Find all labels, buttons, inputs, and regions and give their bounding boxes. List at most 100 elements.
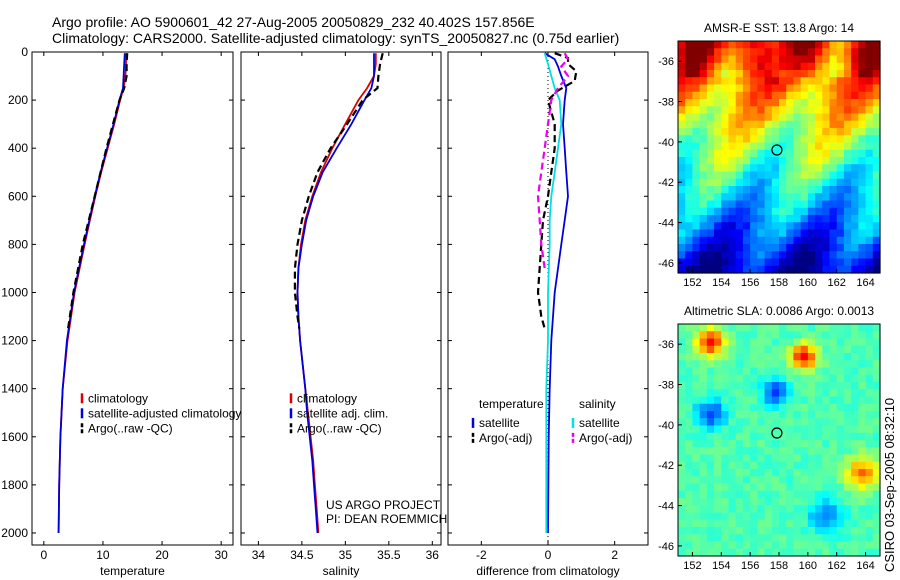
sla_map-cell [699, 541, 708, 550]
sst_map-cell [714, 120, 722, 129]
temperature-series-2-line [67, 53, 129, 329]
sst_map-cell [815, 135, 823, 144]
sla_map-cell [750, 469, 758, 477]
sla_map-cell [678, 469, 686, 477]
sla_map-cell [865, 512, 874, 521]
sla_map-cell [714, 505, 722, 514]
sst_map-cell [685, 157, 694, 165]
sst_map-cell [742, 193, 751, 202]
sla_map-cell [779, 490, 787, 499]
sla_map-cell [764, 541, 773, 550]
sla_map-cell [829, 432, 838, 441]
sst_map-cell [692, 157, 701, 165]
sst_map-cell [865, 70, 874, 78]
sst_map-cell [858, 265, 867, 274]
sst_map-cell [750, 171, 758, 180]
sla_map-cell [851, 360, 859, 369]
sla_map-cell [685, 512, 694, 521]
sla_map-cell [815, 483, 823, 492]
sla_map-cell [742, 389, 751, 398]
sla_map-cell [851, 432, 859, 441]
sla_map-cell [714, 418, 722, 427]
sla_map-cell [829, 527, 838, 535]
sst_map-cell [843, 251, 852, 260]
sst_map-cell [706, 236, 715, 245]
sst_map-cell [822, 200, 831, 209]
sla_map-cell [714, 534, 722, 543]
sla_map-cell [692, 396, 701, 405]
sla_map-cell [757, 396, 766, 405]
sla_map-cell [851, 483, 859, 492]
sla_map-cell [851, 469, 859, 477]
sla_map-cell [728, 548, 737, 557]
sla_map-cell [721, 440, 730, 448]
sst_map-cell [699, 236, 708, 245]
sst_map-cell [706, 70, 715, 78]
sla_map-cell [699, 338, 708, 347]
sst_map-cell [858, 251, 867, 260]
sst_map-cell [865, 193, 874, 202]
sst_map-cell [692, 251, 701, 260]
sst_map-cell [807, 106, 816, 115]
sla_map-cell [843, 432, 852, 441]
salinity-legend-label: Argo(..raw -QC) [297, 421, 382, 435]
sst_map-cell [699, 193, 708, 202]
sst_map-cell [714, 91, 722, 100]
sst_map-cell [735, 215, 744, 223]
sst_map-cell [735, 62, 744, 71]
sst_map-cell [750, 62, 758, 71]
sst_map-cell [757, 106, 766, 115]
sla_map-cell [786, 360, 795, 369]
sla_map-cell [678, 432, 686, 441]
sla_map-cell [815, 512, 823, 521]
sla_map-cell [779, 331, 787, 340]
sla_map-cell [678, 476, 686, 485]
sst_map-cell [735, 251, 744, 260]
sla_map-cell [822, 338, 831, 347]
sst_map-cell [779, 99, 787, 107]
sst_map-cell [807, 229, 816, 238]
sst_map-cell [757, 251, 766, 260]
sla_map-cell [800, 476, 809, 485]
sst_map-cell [858, 91, 867, 100]
sst_map-cell [757, 186, 766, 194]
sst_map-cell [800, 222, 809, 231]
sla_map-cell [786, 476, 795, 485]
sst_map-cell [771, 55, 780, 64]
sst_map-title: AMSR-E SST: 13.8 Argo: 14 [704, 21, 854, 35]
sla_map-cell [800, 461, 809, 470]
sst_map-cell [786, 171, 795, 180]
sla_map-cell [829, 505, 838, 514]
sla_map-cell [764, 505, 773, 514]
sst_map-cell [764, 251, 773, 260]
sla_map-cell [872, 331, 881, 340]
sst_map-cell [829, 178, 838, 187]
sla_map-cell [815, 367, 823, 376]
sla_map-cell [822, 367, 831, 376]
sst_map-cell [742, 106, 751, 115]
sla_map-cell [822, 411, 831, 419]
sla_map-cell [764, 447, 773, 456]
sst_map-cell [721, 200, 730, 209]
sla_map-cell [851, 403, 859, 412]
sla_map-cell [771, 432, 780, 441]
sst_map-cell [865, 236, 874, 245]
sst_map-cell [815, 157, 823, 165]
sst_map-cell [721, 84, 730, 93]
sst_map-cell [771, 62, 780, 71]
sla_map-cell [685, 418, 694, 427]
sla_map-cell [786, 447, 795, 456]
sla_map-cell [865, 469, 874, 477]
sst_map-cell [786, 193, 795, 202]
sla_map-cell [728, 432, 737, 441]
sla_map-cell [851, 440, 859, 448]
sst_map-cell [685, 106, 694, 115]
sst_map-cell [829, 149, 838, 158]
sst_map-cell [851, 106, 859, 115]
sst_map-cell [728, 164, 737, 173]
difference-legend-label: Argo(-adj) [579, 431, 632, 445]
sla_map-cell [851, 519, 859, 528]
depth-tick-label: 0 [21, 45, 28, 59]
sst_map-cell [872, 265, 881, 274]
sst_map-cell [807, 207, 816, 216]
